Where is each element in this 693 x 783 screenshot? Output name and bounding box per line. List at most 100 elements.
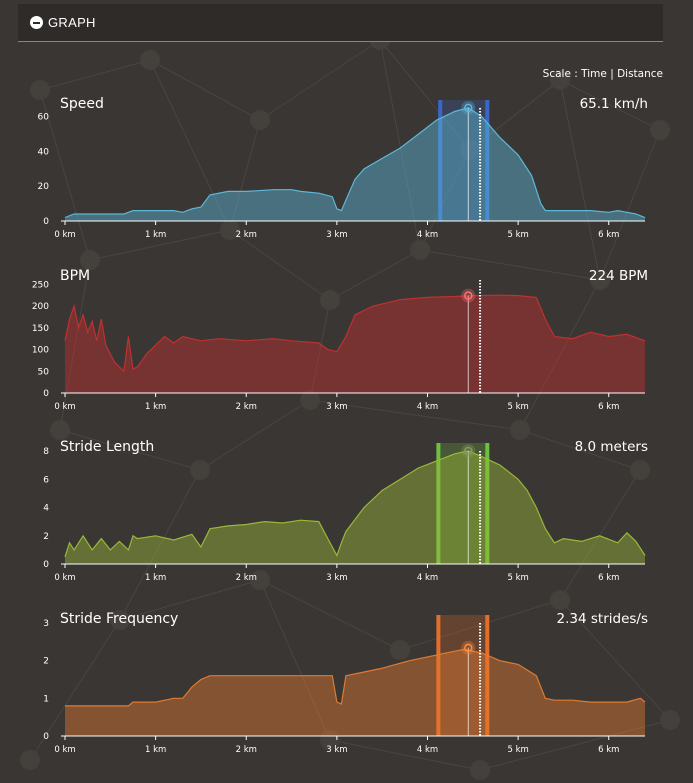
series-line xyxy=(64,107,646,219)
selection-handle-right[interactable] xyxy=(485,615,490,736)
selection-handle-left[interactable] xyxy=(436,443,441,564)
network-node xyxy=(590,270,610,290)
x-tick-label: 3 km xyxy=(326,745,347,755)
y-tick-label: 100 xyxy=(32,346,49,356)
chart-current-value: 224 BPM xyxy=(588,268,648,284)
network-link xyxy=(119,469,201,621)
x-tick-label: 0 km xyxy=(54,573,75,583)
network-node xyxy=(550,590,570,610)
network-link xyxy=(39,59,151,91)
x-tick-label: 6 km xyxy=(598,745,619,755)
network-node xyxy=(320,730,340,750)
series-area xyxy=(65,451,645,564)
cursor-halo xyxy=(461,640,476,655)
network-link xyxy=(379,39,421,251)
x-tick-label: 0 km xyxy=(54,230,75,240)
chart-current-value: 8.0 meters xyxy=(574,439,648,455)
network-link xyxy=(149,59,231,231)
x-tick-label: 6 km xyxy=(598,230,619,240)
network-link xyxy=(119,579,261,621)
x-tick-label: 3 km xyxy=(326,230,347,240)
y-tick-label: 0 xyxy=(43,732,49,742)
cursor-halo xyxy=(461,444,476,458)
chart-current-value: 2.34 strides/s xyxy=(556,611,648,627)
network-node xyxy=(110,610,130,630)
chart-title: Stride Length xyxy=(60,439,155,455)
network-node xyxy=(660,710,680,730)
network-link xyxy=(259,579,331,741)
y-tick-label: 50 xyxy=(38,367,50,377)
network-link xyxy=(309,399,521,431)
scale-separator: | xyxy=(610,68,614,80)
network-node xyxy=(460,140,480,160)
x-tick-label: 0 km xyxy=(54,745,75,755)
scale-label: Scale : xyxy=(542,68,578,80)
network-link xyxy=(229,119,261,231)
series-line xyxy=(64,450,646,558)
cursor-point[interactable] xyxy=(464,446,473,456)
x-tick-label: 5 km xyxy=(507,402,528,412)
network-link xyxy=(309,299,331,401)
selection-handle-left[interactable] xyxy=(436,615,441,736)
network-node xyxy=(390,640,410,660)
y-tick-label: 6 xyxy=(43,475,49,485)
network-node xyxy=(50,420,70,440)
network-node xyxy=(510,420,530,440)
network-link xyxy=(559,599,671,721)
selection-handle-right[interactable] xyxy=(485,100,490,221)
network-link xyxy=(559,469,641,601)
network-link xyxy=(519,429,641,471)
series-area xyxy=(65,649,645,736)
x-tick-label: 5 km xyxy=(507,573,528,583)
x-tick-label: 4 km xyxy=(417,402,438,412)
stride-frequency-chart[interactable]: 0 1 2 3 0 km 1 km 2 km 3 km 4 km 5 km 6 km Stride … xyxy=(0,611,693,781)
scale-distance-option[interactable]: Distance xyxy=(617,68,663,80)
x-tick-label: 1 km xyxy=(145,745,166,755)
stride-length-chart[interactable]: 0 2 4 6 8 0 km 1 km 2 km 3 km 4 km 5 km 6 km Stride… xyxy=(0,439,693,609)
network-node xyxy=(20,750,40,770)
network-node xyxy=(250,570,270,590)
speed-chart[interactable]: 0 20 40 60 0 km 1 km 2 km 3 km 4 km 5 km 6 km Spee… xyxy=(0,96,693,266)
y-tick-label: 2 xyxy=(43,532,49,542)
network-link xyxy=(39,89,91,261)
network-link xyxy=(599,129,661,281)
network-link xyxy=(469,79,561,151)
series-line xyxy=(64,294,646,373)
x-tick-label: 5 km xyxy=(507,230,528,240)
network-node xyxy=(410,240,430,260)
network-node xyxy=(630,460,650,480)
cursor-point[interactable] xyxy=(464,103,473,113)
network-link xyxy=(399,599,561,651)
network-node xyxy=(300,390,320,410)
cursor-point[interactable] xyxy=(464,291,473,300)
network-link xyxy=(59,259,91,431)
chart-title: BPM xyxy=(60,268,91,284)
network-node xyxy=(140,50,160,70)
cursor-point[interactable] xyxy=(464,643,473,653)
y-tick-label: 4 xyxy=(43,504,49,514)
selection-handle-right[interactable] xyxy=(485,443,490,564)
x-tick-label: 2 km xyxy=(236,573,257,583)
network-node xyxy=(250,110,270,130)
network-link xyxy=(149,59,261,121)
scale-time-option[interactable]: Time xyxy=(581,68,607,80)
network-node xyxy=(550,70,570,90)
collapse-icon[interactable] xyxy=(30,16,43,29)
x-tick-label: 3 km xyxy=(326,402,347,412)
graph-header[interactable]: GRAPH xyxy=(18,4,663,42)
network-node xyxy=(470,760,490,780)
selection-handle-left[interactable] xyxy=(438,100,443,221)
chart-svg: 0 50 100 150 200 250 0 km 1 km 2 km 3 km 4 km 5 km 6… xyxy=(32,280,646,412)
x-tick-label: 2 km xyxy=(236,745,257,755)
network-link xyxy=(379,39,471,151)
x-tick-label: 4 km xyxy=(417,745,438,755)
chart-svg: 0 20 40 60 0 km 1 km 2 km 3 km 4 km 5 km 6 km xyxy=(38,100,646,240)
x-tick-label: 1 km xyxy=(145,230,166,240)
bpm-chart[interactable]: 0 50 100 150 200 250 0 km 1 km 2 km 3 km 4 km 5 km 6… xyxy=(0,268,693,438)
series-line xyxy=(65,648,646,707)
y-tick-label: 150 xyxy=(32,324,49,334)
network-link xyxy=(419,249,601,281)
graph-header-title: GRAPH xyxy=(48,15,96,30)
network-node xyxy=(80,250,100,270)
chart-title: Speed xyxy=(60,96,104,112)
